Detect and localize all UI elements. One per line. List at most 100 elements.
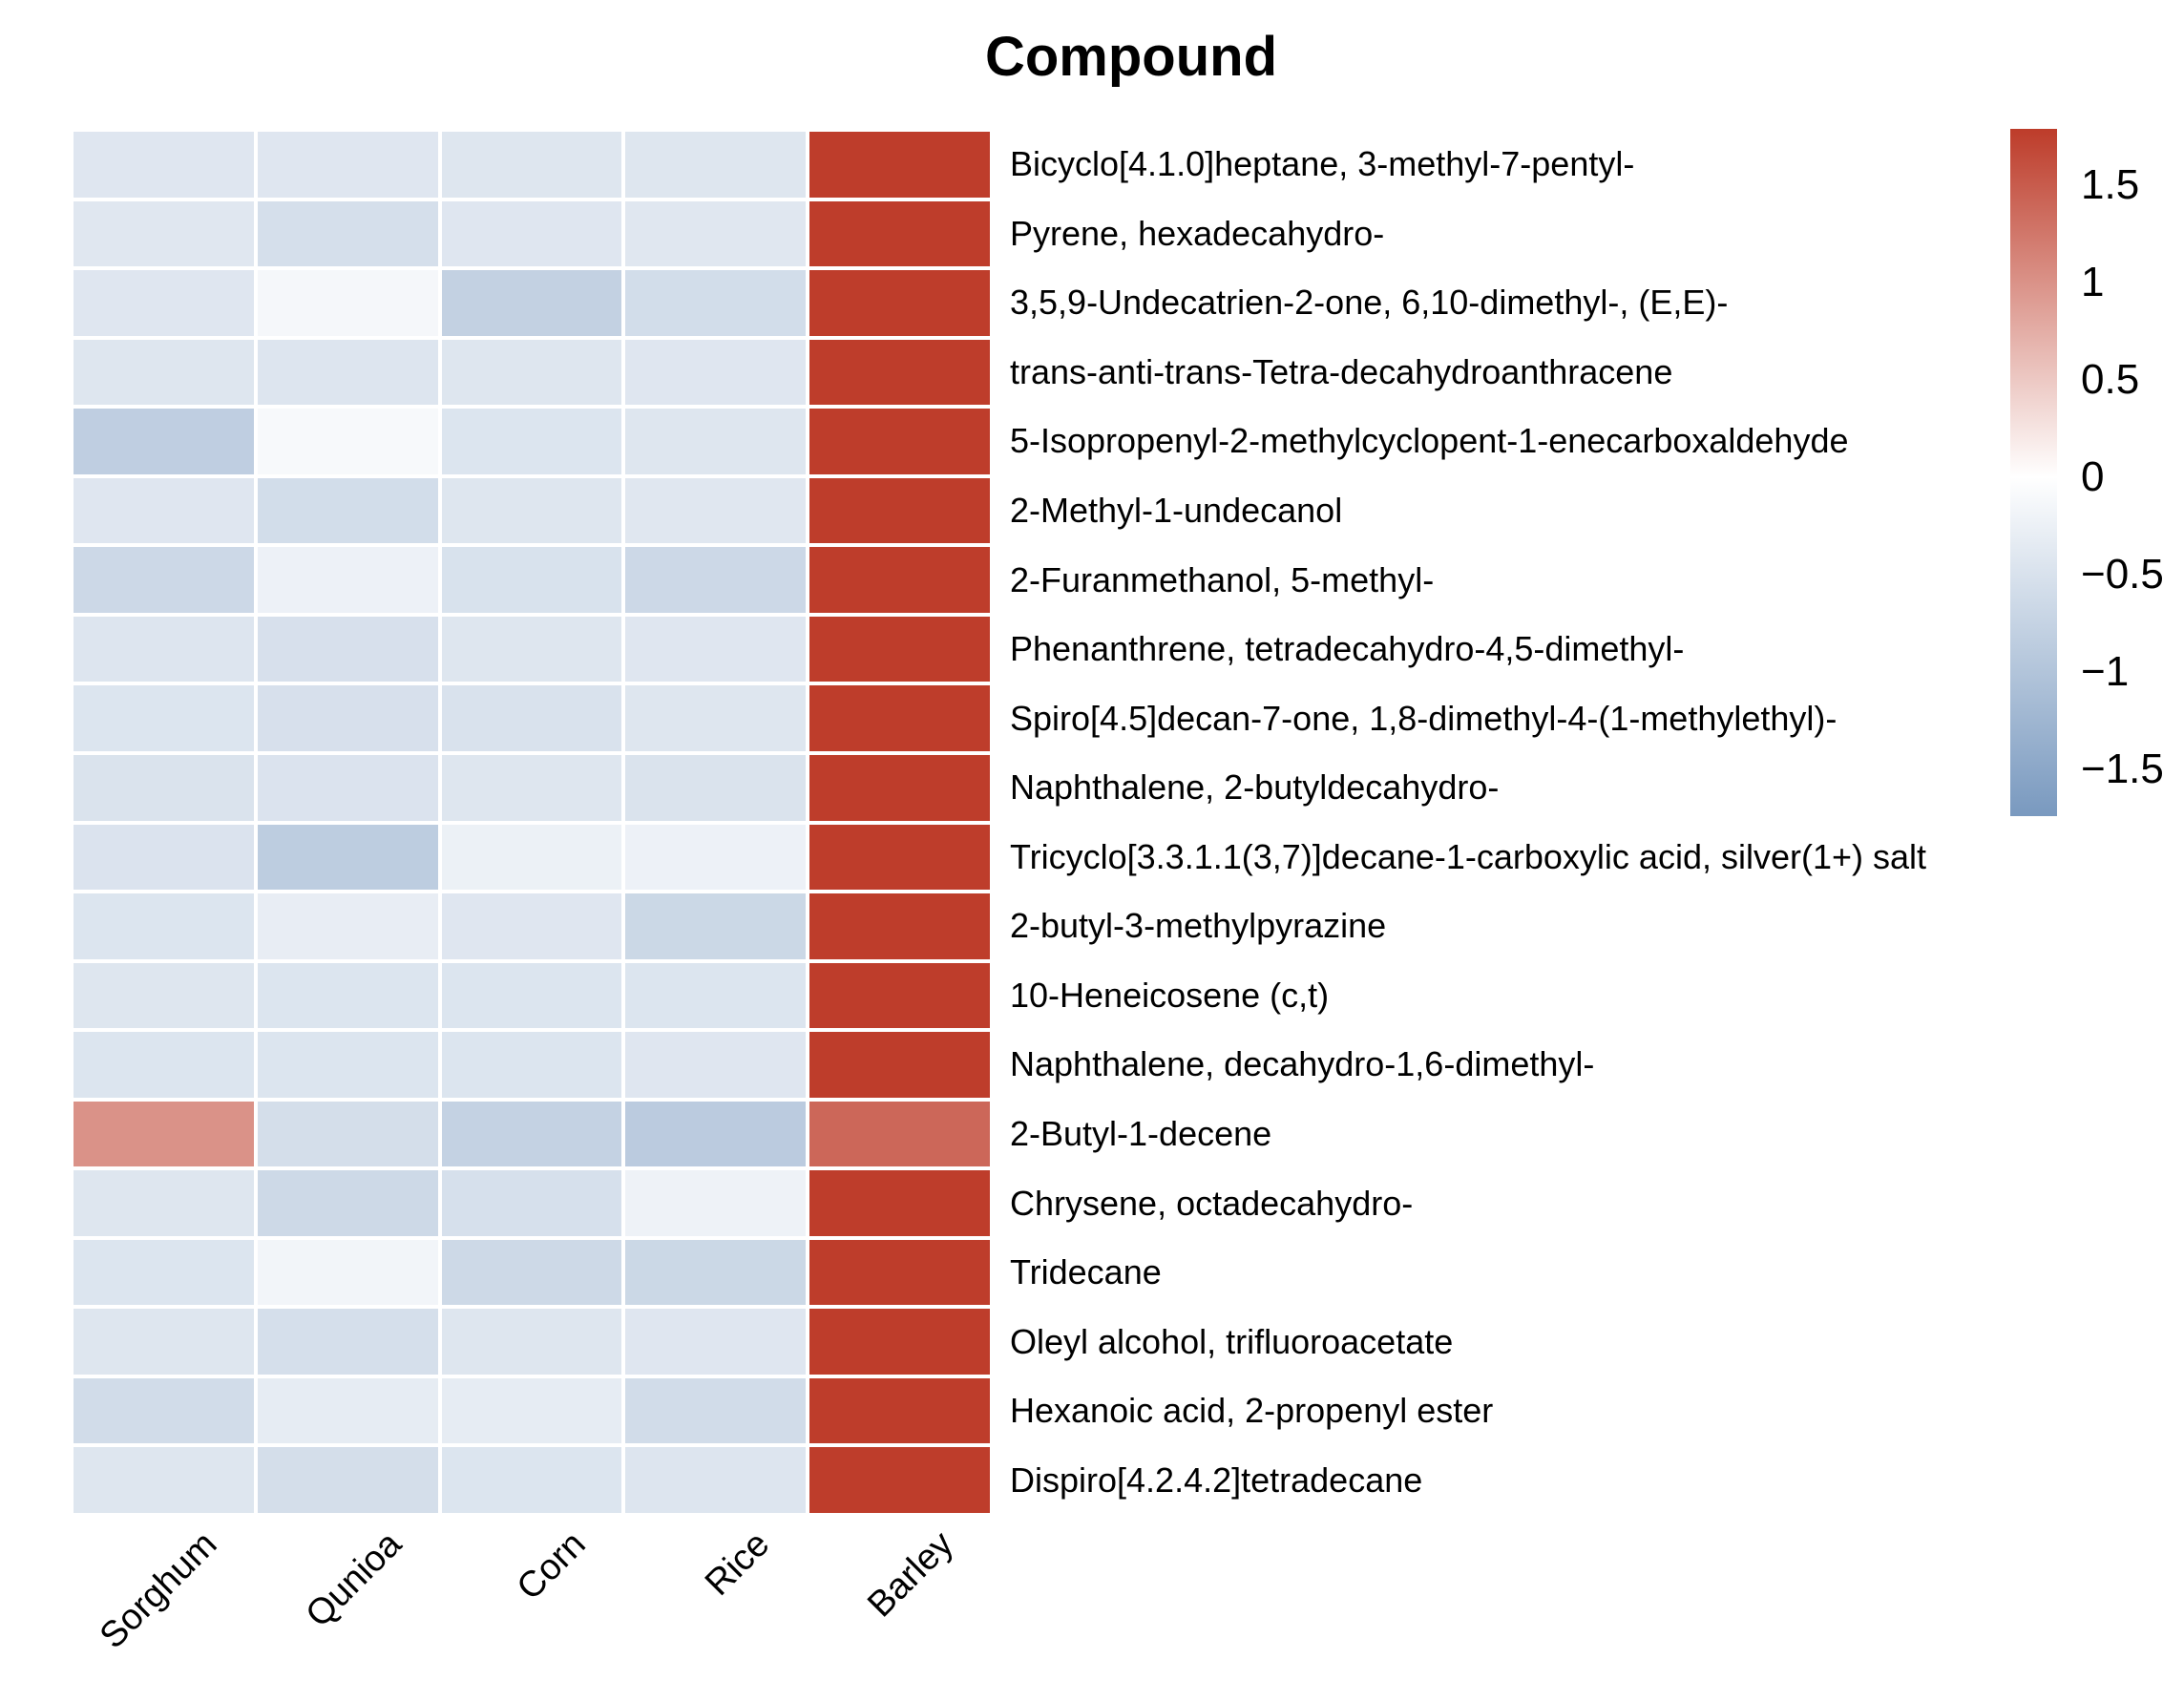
heatmap-cell bbox=[441, 1170, 622, 1236]
heatmap-cell bbox=[441, 1239, 622, 1306]
heatmap-cell bbox=[625, 616, 807, 682]
heatmap-cell bbox=[74, 1447, 254, 1513]
heatmap-cell bbox=[257, 339, 438, 406]
heatmap-cell bbox=[809, 477, 990, 544]
heatmap-cell bbox=[809, 1447, 990, 1513]
heatmap-cell bbox=[257, 477, 438, 544]
heatmap-cell bbox=[441, 200, 622, 267]
heatmap-cell bbox=[441, 132, 622, 198]
heatmap-cell bbox=[809, 270, 990, 336]
heatmap-cell bbox=[625, 409, 807, 474]
row-label: 5-Isopropenyl-2-methylcyclopent-1-enecar… bbox=[1010, 421, 1849, 461]
colorbar-tick-label: −0.5 bbox=[2081, 551, 2164, 598]
heatmap-cell bbox=[441, 893, 622, 959]
row-label: 3,5,9-Undecatrien-2-one, 6,10-dimethyl-,… bbox=[1010, 283, 1729, 323]
heatmap-cell bbox=[441, 409, 622, 474]
heatmap-cell bbox=[441, 962, 622, 1029]
heatmap-cell bbox=[625, 1239, 807, 1306]
colorbar-tick-label: 0 bbox=[2081, 453, 2105, 501]
heatmap-cell bbox=[74, 754, 254, 821]
heatmap-cell bbox=[809, 132, 990, 198]
heatmap-cell bbox=[809, 824, 990, 891]
heatmap-cell bbox=[441, 754, 622, 821]
heatmap-cell bbox=[441, 547, 622, 613]
heatmap-cell bbox=[441, 477, 622, 544]
row-label: 2-butyl-3-methylpyrazine bbox=[1010, 906, 1387, 946]
heatmap-cell bbox=[625, 1447, 807, 1513]
row-label: Oleyl alcohol, trifluoroacetate bbox=[1010, 1321, 1454, 1361]
column-label: Sorghum bbox=[92, 1523, 225, 1657]
row-label: Dispiro[4.2.4.2]tetradecane bbox=[1010, 1460, 1423, 1500]
heatmap-cell bbox=[441, 616, 622, 682]
row-label: Spiro[4.5]decan-7-one, 1,8-dimethyl-4-(1… bbox=[1010, 698, 1838, 738]
heatmap-cell bbox=[74, 1309, 254, 1375]
row-label: Chrysene, octadecahydro- bbox=[1010, 1183, 1414, 1223]
heatmap-grid bbox=[74, 132, 990, 1513]
heatmap-cell bbox=[809, 547, 990, 613]
heatmap-cell bbox=[257, 200, 438, 267]
heatmap-cell bbox=[74, 200, 254, 267]
heatmap-cell bbox=[257, 1101, 438, 1167]
heatmap-cell bbox=[74, 547, 254, 613]
heatmap-cell bbox=[74, 685, 254, 751]
heatmap-cell bbox=[809, 616, 990, 682]
row-label: Naphthalene, decahydro-1,6-dimethyl- bbox=[1010, 1044, 1595, 1084]
heatmap-cell bbox=[257, 1239, 438, 1306]
heatmap-cell bbox=[74, 893, 254, 959]
heatmap-cell bbox=[257, 1309, 438, 1375]
heatmap-cell bbox=[257, 270, 438, 336]
heatmap-cell bbox=[74, 1101, 254, 1167]
heatmap-cell bbox=[625, 1377, 807, 1444]
heatmap-cell bbox=[441, 270, 622, 336]
heatmap-cell bbox=[441, 1032, 622, 1098]
heatmap-cell bbox=[625, 1309, 807, 1375]
heatmap-cell bbox=[257, 1447, 438, 1513]
heatmap-cell bbox=[441, 339, 622, 406]
heatmap-cell bbox=[809, 339, 990, 406]
heatmap-cell bbox=[809, 1032, 990, 1098]
heatmap-cell bbox=[257, 1170, 438, 1236]
heatmap-cell bbox=[74, 1239, 254, 1306]
heatmap-cell bbox=[809, 1377, 990, 1444]
heatmap-cell bbox=[74, 1377, 254, 1444]
heatmap-cell bbox=[809, 1309, 990, 1375]
heatmap-cell bbox=[74, 824, 254, 891]
heatmap-cell bbox=[74, 962, 254, 1029]
heatmap-cell bbox=[441, 1447, 622, 1513]
colorbar-tick-label: −1 bbox=[2081, 648, 2130, 696]
heatmap-cell bbox=[257, 1377, 438, 1444]
row-label: Naphthalene, 2-butyldecahydro- bbox=[1010, 767, 1500, 808]
heatmap-cell bbox=[441, 1101, 622, 1167]
heatmap-cell bbox=[74, 132, 254, 198]
row-label: Phenanthrene, tetradecahydro-4,5-dimethy… bbox=[1010, 629, 1685, 669]
heatmap-cell bbox=[257, 132, 438, 198]
row-label: Bicyclo[4.1.0]heptane, 3-methyl-7-pentyl… bbox=[1010, 144, 1635, 184]
heatmap-cell bbox=[625, 685, 807, 751]
heatmap-cell bbox=[809, 409, 990, 474]
heatmap-cell bbox=[625, 824, 807, 891]
column-label: Rice bbox=[697, 1523, 778, 1605]
colorbar-tick-label: 1.5 bbox=[2081, 161, 2140, 209]
heatmap-cell bbox=[441, 824, 622, 891]
heatmap-cell bbox=[809, 1101, 990, 1167]
heatmap-cell bbox=[809, 893, 990, 959]
heatmap-cell bbox=[625, 1170, 807, 1236]
row-label: 2-Butyl-1-decene bbox=[1010, 1113, 1272, 1153]
row-label: Tricyclo[3.3.1.1(3,7)]decane-1-carboxyli… bbox=[1010, 836, 1927, 876]
heatmap-cell bbox=[74, 270, 254, 336]
chart-title: Compound bbox=[984, 26, 1278, 88]
heatmap-cell bbox=[74, 1032, 254, 1098]
column-label: Qunioa bbox=[298, 1523, 410, 1635]
heatmap-cell bbox=[257, 754, 438, 821]
row-label: Pyrene, hexadecahydro- bbox=[1010, 213, 1385, 253]
heatmap-cell bbox=[257, 824, 438, 891]
heatmap-cell bbox=[625, 893, 807, 959]
heatmap-cell bbox=[257, 1032, 438, 1098]
colorbar-gradient bbox=[2010, 129, 2057, 816]
heatmap-cell bbox=[625, 1101, 807, 1167]
heatmap-cell bbox=[257, 685, 438, 751]
heatmap-cell bbox=[809, 685, 990, 751]
heatmap-cell bbox=[625, 339, 807, 406]
heatmap-cell bbox=[257, 616, 438, 682]
